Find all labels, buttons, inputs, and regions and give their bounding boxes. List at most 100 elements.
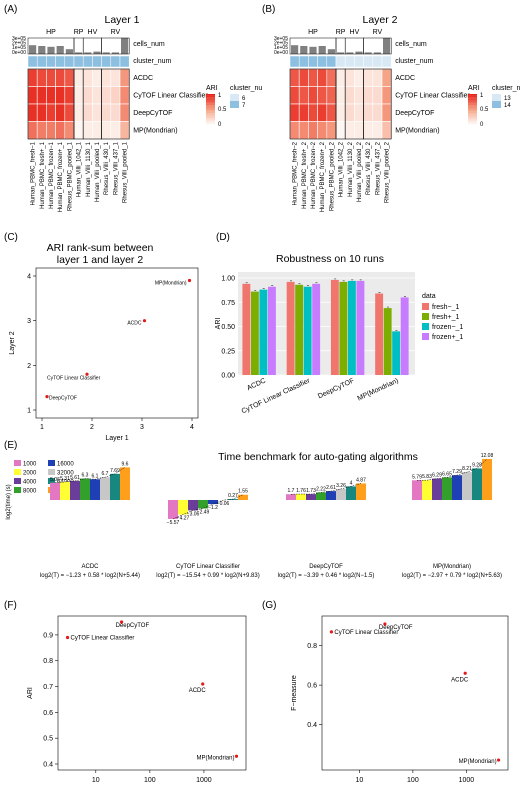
- data-point: [187, 278, 192, 283]
- ari-cell: [82, 121, 93, 140]
- ari-cell: [335, 86, 346, 105]
- bar-value-label: −0.06: [217, 501, 230, 507]
- data-point: [234, 754, 239, 758]
- sample-label: Rhesus_Villi_437_1: [113, 141, 119, 195]
- ari-legend-swatch: [468, 114, 477, 117]
- ari-cell: [101, 121, 112, 140]
- cluster-cell: [381, 55, 392, 68]
- y-axis-label: Layer 2: [9, 331, 16, 354]
- ari-legend-swatch: [206, 119, 215, 122]
- bar-value-label: 1.55: [238, 489, 248, 495]
- bar-value-label: −1.2: [208, 505, 218, 511]
- y-tick-label: 0.9: [43, 632, 53, 639]
- legend-label: 8000: [23, 489, 37, 495]
- data-point: [45, 395, 49, 399]
- row-label: ACDC: [133, 75, 153, 82]
- bar: [198, 500, 208, 509]
- bar: [356, 280, 365, 375]
- ari-cell: [92, 68, 102, 87]
- ari-cell: [317, 103, 328, 122]
- ari-cell: [372, 68, 383, 87]
- ari-cell: [363, 86, 374, 105]
- bar-value-label: 3.26: [336, 483, 346, 489]
- cluster-cell: [317, 55, 328, 68]
- ari-legend-swatch: [206, 118, 215, 120]
- legend-swatch: [14, 487, 21, 493]
- ari-cell: [46, 103, 56, 122]
- ari-cell: [289, 103, 300, 122]
- ari-cell: [73, 68, 84, 87]
- ari-cell: [101, 68, 112, 87]
- bar: [50, 482, 60, 500]
- legend-label: 32000: [57, 471, 74, 477]
- ari-cell: [344, 68, 355, 87]
- ari-cell: [363, 68, 374, 87]
- ari-cell: [110, 68, 121, 87]
- bar-value-label: 5.06: [50, 477, 60, 483]
- ari-cell: [27, 103, 38, 122]
- group-label: DeepCyTOF: [309, 564, 343, 570]
- ari-cell: [110, 103, 121, 122]
- bar: [472, 468, 482, 500]
- point-label: ACDC: [189, 688, 207, 694]
- ari-legend-swatch: [468, 113, 477, 115]
- point-label: DeepCyTOF: [379, 625, 413, 631]
- group-frame: [101, 68, 130, 140]
- cluster-cell: [363, 55, 374, 68]
- bar: [306, 494, 316, 500]
- y-tick-label: 0.6: [43, 710, 53, 717]
- ari-cell: [73, 103, 84, 122]
- bar: [110, 473, 120, 500]
- ari-cell: [110, 86, 121, 105]
- ari-legend-title: ARI: [206, 85, 218, 92]
- bar-value-label: 6.65: [442, 471, 452, 477]
- ari-cell: [36, 121, 47, 140]
- group-frame: [101, 37, 130, 55]
- bar: [346, 486, 356, 500]
- bar: [168, 500, 178, 519]
- ari-legend-swatch: [468, 100, 477, 103]
- cells-bar: [47, 46, 55, 54]
- scatter-rank-sum: 1 2 3 4 1 2 3 4 Layer 1 Layer 2 MP(Mondrian) ACDC Cy…: [9, 267, 199, 442]
- ari-legend-swatch: [468, 118, 477, 120]
- ari-cell: [372, 103, 383, 122]
- bar-e-title: Time benchmark for auto-gating algorithm…: [218, 451, 418, 463]
- ari-cell: [55, 86, 66, 105]
- ari-cell: [55, 121, 66, 140]
- bar-value-label: 0.27: [228, 493, 238, 499]
- bar: [238, 494, 248, 500]
- ari-cell: [372, 86, 383, 105]
- ari-cell: [46, 86, 56, 105]
- sample-label: Human_PBMC_fresh−1: [31, 141, 37, 205]
- x-tick-label: DeepCyTOF: [317, 377, 355, 400]
- bar-tick-label: 0e+00: [12, 50, 26, 56]
- group-label: RP: [74, 29, 84, 36]
- cluster-cell: [92, 55, 102, 68]
- ari-cell: [326, 86, 337, 105]
- cluster-cell: [27, 55, 38, 68]
- y-tick-label: 0.4: [43, 762, 53, 769]
- x-tick-label: MP(Mondrian): [357, 377, 400, 402]
- sample-label: Rhesus_PBMC_pooled_2: [329, 141, 335, 211]
- bar: [188, 500, 198, 511]
- row-label: MP(Mondrian): [395, 127, 439, 134]
- ari-cell: [82, 86, 93, 105]
- cells-bar: [337, 52, 345, 54]
- bar-value-label: 6.29: [432, 473, 442, 479]
- cluster-cell: [110, 55, 121, 68]
- ari-cell: [64, 121, 75, 140]
- bar-value-label: 6.7: [102, 471, 109, 477]
- bar-value-label: −3.06: [187, 511, 200, 517]
- ari-cell: [308, 103, 318, 122]
- legend-swatch: [422, 313, 429, 320]
- cells-bar: [56, 46, 64, 54]
- ari-legend-swatch: [206, 121, 215, 123]
- sample-label: Rhesus_Villi_430_1: [104, 141, 110, 195]
- plot-frame: [321, 615, 509, 771]
- ari-cell: [308, 68, 318, 87]
- bar: [286, 494, 296, 500]
